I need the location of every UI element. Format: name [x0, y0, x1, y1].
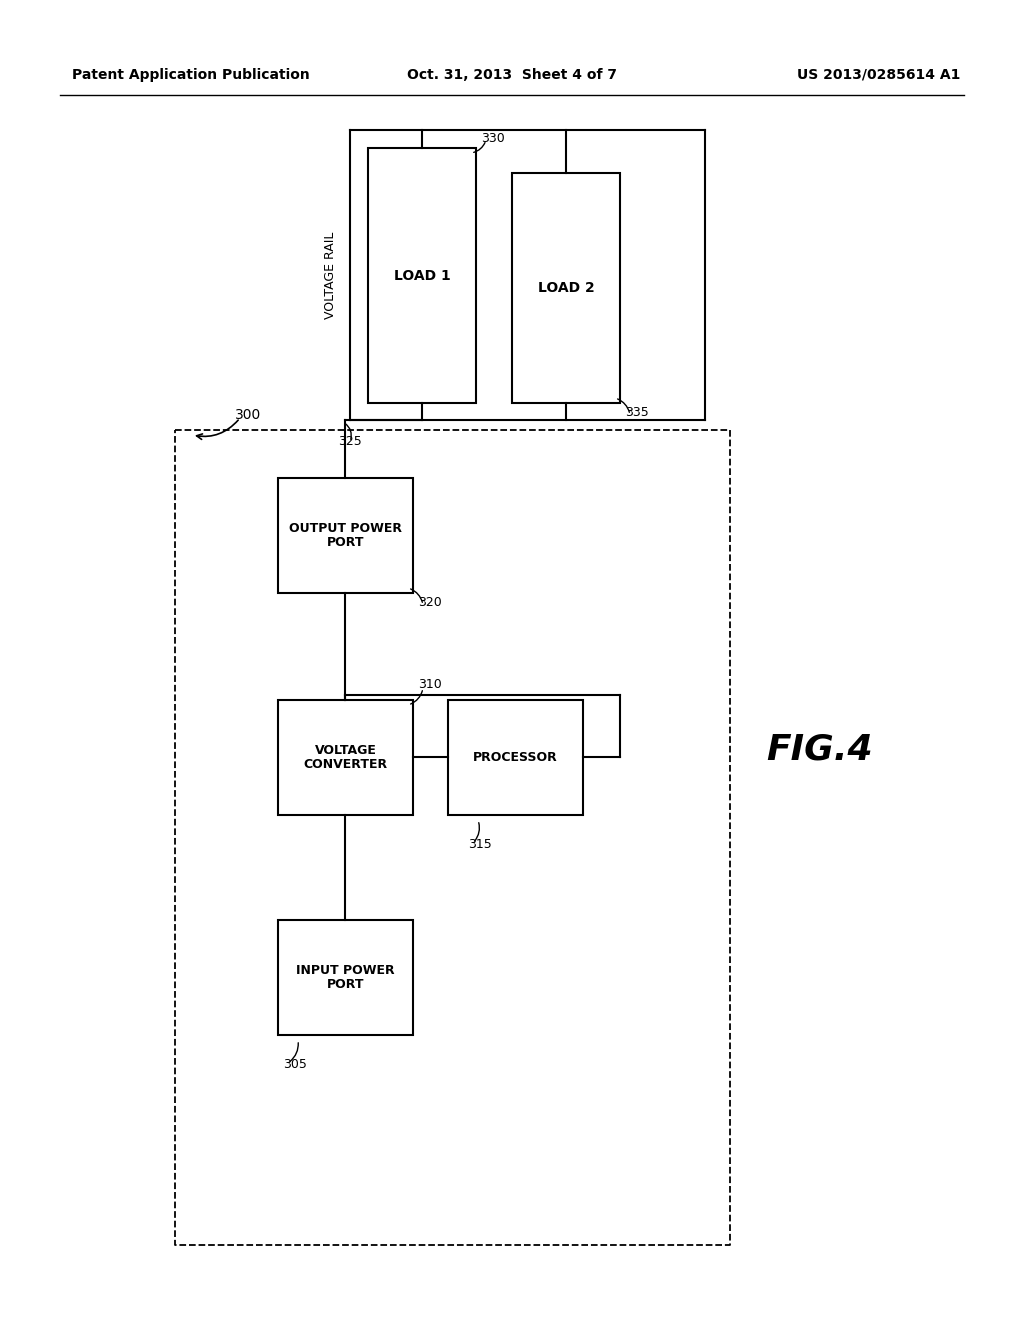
Bar [368, 148, 476, 403]
Bar [278, 478, 413, 593]
Bar [512, 173, 620, 403]
Text: 320: 320 [418, 597, 441, 610]
Text: VOLTAGE
CONVERTER: VOLTAGE CONVERTER [303, 743, 387, 771]
Text: LOAD 2: LOAD 2 [538, 281, 594, 294]
Text: OUTPUT POWER
PORT: OUTPUT POWER PORT [289, 521, 402, 549]
Text: 305: 305 [283, 1059, 307, 1072]
Text: 325: 325 [338, 436, 361, 447]
Bar [278, 700, 413, 814]
Text: VOLTAGE RAIL: VOLTAGE RAIL [324, 231, 337, 318]
Text: INPUT POWER
PORT: INPUT POWER PORT [296, 964, 395, 991]
Text: PROCESSOR: PROCESSOR [473, 751, 558, 764]
Text: 310: 310 [418, 678, 441, 692]
Text: 300: 300 [234, 408, 261, 422]
Text: 330: 330 [481, 132, 505, 144]
Text: US 2013/0285614 A1: US 2013/0285614 A1 [797, 69, 961, 82]
Text: 315: 315 [468, 838, 492, 851]
Bar [278, 920, 413, 1035]
Text: LOAD 1: LOAD 1 [393, 268, 451, 282]
Text: FIG.4: FIG.4 [767, 733, 873, 767]
Bar [449, 700, 583, 814]
Text: Oct. 31, 2013  Sheet 4 of 7: Oct. 31, 2013 Sheet 4 of 7 [407, 69, 617, 82]
Text: 335: 335 [625, 407, 649, 420]
Text: Patent Application Publication: Patent Application Publication [72, 69, 309, 82]
